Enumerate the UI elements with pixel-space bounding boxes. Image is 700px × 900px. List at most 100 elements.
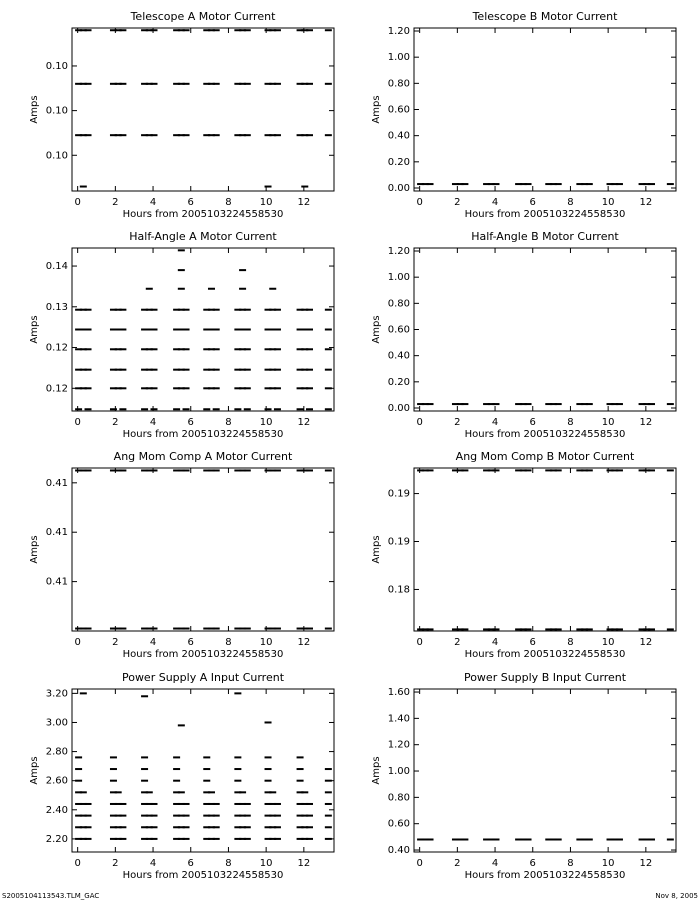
data-point (305, 368, 313, 371)
data-point (239, 837, 247, 840)
plot-frame (71, 27, 335, 192)
data-point (301, 348, 309, 351)
data-point (301, 826, 309, 829)
data-point (145, 82, 153, 85)
data-point (150, 814, 158, 817)
plot-title: Ang Mom Comp B Motor Current (456, 450, 635, 463)
data-point (114, 802, 122, 805)
data-point (173, 837, 181, 840)
data-point (611, 403, 619, 406)
data-point (234, 692, 242, 695)
data-point (487, 403, 495, 406)
data-point (264, 802, 272, 805)
data-point (84, 627, 92, 630)
data-point (492, 838, 500, 841)
data-point (576, 403, 584, 406)
data-point (264, 368, 272, 371)
data-point (606, 628, 614, 631)
data-point (84, 368, 92, 371)
x-tick-label: 4 (150, 197, 156, 208)
data-point (145, 791, 153, 794)
y-tick-label: 2.20 (46, 834, 68, 845)
data-point (79, 814, 87, 817)
data-point (75, 768, 83, 771)
data-point (141, 387, 149, 390)
y-tick-label: 0.10 (46, 150, 68, 161)
data-point (182, 29, 190, 32)
y-tick-label: 0.80 (388, 78, 410, 89)
x-tick-label: 8 (567, 197, 573, 208)
data-point (305, 826, 313, 829)
data-point (84, 469, 92, 472)
data-point (109, 469, 117, 472)
data-point (203, 82, 211, 85)
data-point (109, 368, 117, 371)
y-axis-label: Amps (371, 756, 382, 784)
data-point (177, 287, 185, 290)
data-point (234, 826, 242, 829)
data-point (141, 308, 149, 311)
data-point (269, 387, 277, 390)
data-point (519, 628, 527, 631)
data-point (182, 814, 190, 817)
data-point (141, 408, 149, 411)
y-tick-label: 0.41 (46, 478, 68, 489)
x-tick-label: 6 (188, 417, 194, 428)
data-point (264, 791, 272, 794)
x-tick-label: 6 (530, 637, 536, 648)
x-tick-label: 6 (530, 858, 536, 869)
data-point (324, 627, 332, 630)
y-axis-label: Amps (371, 95, 382, 123)
data-point (203, 368, 211, 371)
data-point (119, 814, 127, 817)
data-point (203, 826, 211, 829)
data-point (269, 469, 277, 472)
data-point (114, 348, 122, 351)
data-point (145, 837, 153, 840)
data-point (119, 134, 127, 137)
data-point (207, 802, 215, 805)
y-tick-label: 0.13 (46, 302, 68, 313)
data-point (173, 387, 181, 390)
data-point (119, 802, 127, 805)
data-point (554, 403, 562, 406)
data-point (203, 387, 211, 390)
data-point (84, 814, 92, 817)
data-point (643, 628, 651, 631)
data-point (207, 82, 215, 85)
data-point (173, 328, 181, 331)
data-point (264, 348, 272, 351)
y-tick-label: 0.41 (46, 527, 68, 538)
data-point (150, 826, 158, 829)
data-point (177, 269, 185, 272)
data-point (269, 29, 277, 32)
data-point (141, 328, 149, 331)
x-tick-label: 0 (74, 417, 80, 428)
data-point (324, 408, 332, 411)
data-point (75, 328, 83, 331)
data-point (207, 348, 215, 351)
x-tick-label: 10 (602, 197, 615, 208)
data-point (264, 82, 272, 85)
data-point (421, 469, 429, 472)
data-point (611, 838, 619, 841)
data-point (451, 183, 459, 186)
data-point (301, 328, 309, 331)
data-point (264, 387, 272, 390)
data-point (177, 249, 185, 252)
data-point (109, 348, 117, 351)
data-point (145, 308, 153, 311)
plot-frame (413, 247, 677, 412)
data-point (273, 368, 281, 371)
data-point (75, 826, 83, 829)
plot-frame (413, 467, 677, 632)
data-point (606, 183, 614, 186)
data-point (666, 838, 674, 841)
data-point (75, 814, 83, 817)
data-point (492, 469, 500, 472)
data-point (643, 403, 651, 406)
plot-title: Half-Angle A Motor Current (129, 230, 277, 243)
data-point (203, 756, 211, 759)
data-point (84, 348, 92, 351)
plot-frame (71, 688, 335, 853)
